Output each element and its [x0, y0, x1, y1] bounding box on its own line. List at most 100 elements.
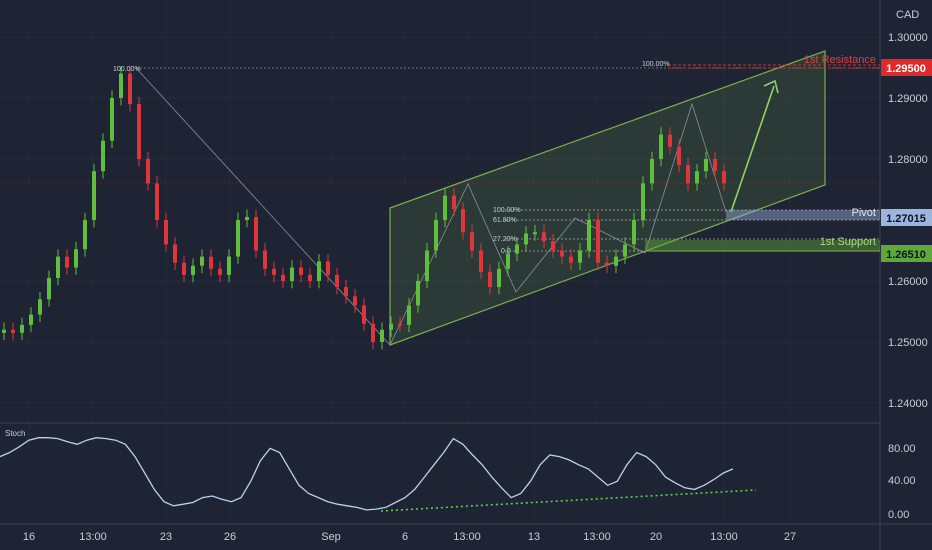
candle-body-66 — [596, 220, 600, 263]
fib-label-272: 27.20% — [493, 236, 517, 243]
candle-body-61 — [551, 241, 555, 251]
candle-body-69 — [623, 244, 627, 257]
candle-body-78 — [704, 159, 708, 172]
candle-body-15 — [137, 104, 141, 159]
candle-body-54 — [488, 271, 492, 288]
candle-body-43 — [389, 323, 393, 330]
candle-body-70 — [632, 220, 636, 245]
candle-body-13 — [119, 73, 123, 98]
time-axis: 16 13:00 23 26 Sep 6 13:00 13 13:00 20 13:00 27 — [23, 531, 796, 543]
candle-body-23 — [209, 256, 213, 269]
price-tick-2: 1.28000 — [888, 154, 928, 166]
candle-body-57 — [515, 244, 519, 254]
stoch-label: Stoch — [5, 429, 25, 438]
candle-body-9 — [83, 220, 87, 250]
candle-body-26 — [236, 220, 240, 257]
time-tick-8: 13:00 — [583, 531, 611, 543]
candle-body-62 — [560, 250, 564, 257]
stoch-tick-40: 40.00 — [888, 475, 916, 487]
pivot-price-tag — [881, 209, 932, 226]
candle-body-20 — [182, 262, 186, 275]
candle-body-12 — [110, 98, 114, 141]
candle-body-68 — [614, 256, 618, 266]
candle-body-4 — [38, 299, 42, 315]
stoch-tick-80: 80.00 — [888, 443, 916, 455]
candle-body-22 — [200, 256, 204, 266]
candle-body-17 — [155, 183, 159, 220]
time-tick-11: 27 — [784, 531, 796, 543]
support-label: 1st Support — [820, 236, 876, 248]
candle-body-80 — [722, 171, 726, 184]
support-zone — [645, 240, 880, 251]
candle-body-51 — [461, 209, 465, 233]
candle-body-10 — [92, 171, 96, 220]
time-tick-9: 20 — [650, 531, 662, 543]
candle-body-73 — [659, 134, 663, 159]
bullish-arrow — [730, 79, 779, 213]
candle-body-76 — [686, 165, 690, 184]
candle-body-18 — [164, 220, 168, 245]
candle-body-65 — [587, 220, 591, 251]
candle-body-58 — [524, 233, 528, 245]
trendline-down — [135, 67, 391, 346]
candle-body-63 — [569, 256, 573, 263]
time-tick-10: 13:00 — [710, 531, 738, 543]
candle-body-5 — [47, 277, 51, 300]
pivot-zone — [726, 210, 880, 220]
price-tick-3: 1.26000 — [888, 276, 928, 288]
time-tick-0: 16 — [23, 531, 35, 543]
candle-body-44 — [398, 323, 402, 326]
resistance-price-tag — [881, 59, 932, 76]
candle-body-56 — [506, 253, 510, 269]
candle-body-29 — [263, 250, 267, 269]
candle-body-28 — [254, 216, 258, 251]
fib-label-100: 100.00% — [493, 207, 521, 214]
zigzag-pattern — [389, 102, 727, 346]
time-tick-7: 13 — [528, 531, 540, 543]
price-axis: 1.30000 1.29000 1.28000 1.26000 1.25000 1.240… — [888, 32, 928, 410]
candle-body-1 — [11, 329, 15, 333]
candle-body-48 — [434, 220, 438, 251]
candle-body-34 — [308, 274, 312, 281]
candle-body-6 — [56, 256, 60, 278]
candle-body-14 — [128, 73, 132, 105]
candle-body-49 — [443, 195, 447, 220]
candle-body-79 — [713, 159, 717, 172]
support-price-tag — [881, 245, 932, 262]
resistance-label: 1st Resistance — [804, 54, 876, 66]
candle-body-3 — [29, 314, 33, 325]
time-tick-1: 13:00 — [79, 531, 107, 543]
fib-label-top-left: 100.00% — [113, 66, 141, 73]
price-tick-1: 1.29000 — [888, 93, 928, 105]
resistance-price-value: 1.29500 — [886, 63, 926, 75]
price-tick-0: 1.30000 — [888, 32, 928, 44]
candlestick-series — [2, 66, 726, 350]
candle-body-55 — [497, 268, 501, 288]
candle-body-67 — [605, 262, 609, 266]
currency-label: CAD — [896, 9, 919, 21]
candle-body-16 — [146, 159, 150, 184]
pivot-label: Pivot — [852, 207, 876, 219]
candle-body-77 — [695, 171, 699, 184]
candle-body-52 — [470, 232, 474, 251]
candle-body-72 — [650, 159, 654, 184]
candle-body-41 — [371, 323, 375, 342]
time-tick-6: 13:00 — [453, 531, 481, 543]
candle-body-60 — [542, 232, 546, 242]
candle-body-11 — [101, 140, 105, 172]
candle-body-45 — [407, 305, 411, 325]
candle-body-64 — [578, 250, 582, 263]
candle-body-30 — [272, 268, 276, 275]
candle-body-25 — [227, 256, 231, 275]
candle-body-21 — [191, 265, 195, 275]
time-tick-2: 23 — [160, 531, 172, 543]
candle-body-53 — [479, 250, 483, 272]
candle-body-42 — [380, 329, 384, 342]
candle-body-33 — [299, 267, 303, 275]
price-tick-5: 1.24000 — [888, 398, 928, 410]
stoch-axis: 80.00 40.00 0.00 — [888, 443, 916, 521]
candle-body-32 — [290, 267, 294, 281]
stochastic-line — [0, 437, 734, 511]
